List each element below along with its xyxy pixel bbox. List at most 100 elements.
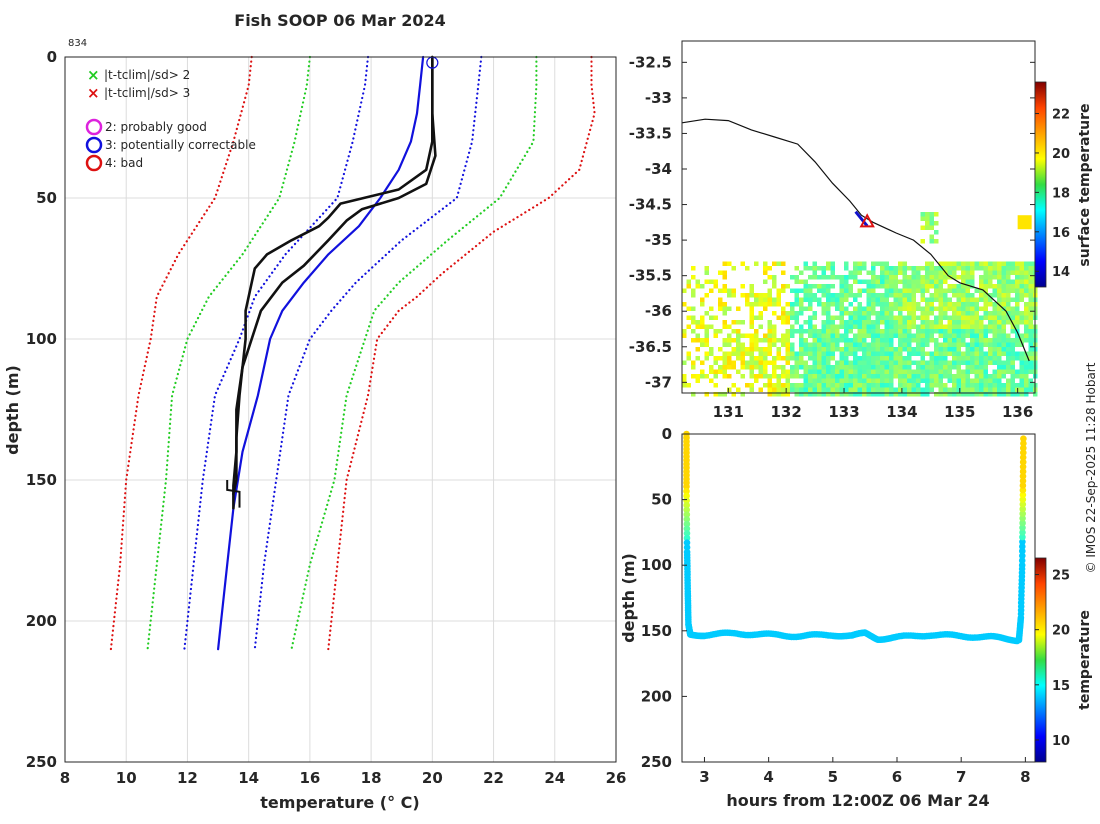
map-sst-pixel xyxy=(970,324,975,329)
timedepth-point-ascent xyxy=(1019,547,1026,555)
map-sst-pixel xyxy=(956,297,961,302)
map-sst-pixel xyxy=(875,320,880,325)
map-sst-pixel xyxy=(880,293,885,298)
map-sst-pixel xyxy=(1019,338,1024,343)
map-sst-pixel xyxy=(992,338,997,343)
map-sst-pixel xyxy=(979,288,984,293)
map-sst-pixel xyxy=(898,333,903,338)
map-sst-pixel xyxy=(817,342,822,347)
map-sst-pixel xyxy=(749,360,754,365)
map-sst-pixel xyxy=(961,374,966,379)
map-xtick-label: 132 xyxy=(771,403,802,421)
map-sst-pixel xyxy=(947,369,952,374)
map-sst-pixel xyxy=(970,297,975,302)
map-sst-pixel xyxy=(956,261,961,266)
map-sst-pixel xyxy=(983,329,988,334)
map-sst-pixel xyxy=(898,378,903,383)
timedepth-ytick-label: 50 xyxy=(651,491,672,509)
map-sst-pixel xyxy=(875,347,880,352)
map-sst-pixel xyxy=(772,324,777,329)
map-sst-pixel xyxy=(1024,333,1029,338)
map-sst-pixel xyxy=(925,288,930,293)
map-sst-pixel xyxy=(821,378,826,383)
map-sst-pixel xyxy=(952,270,957,275)
map-sst-pixel xyxy=(952,329,957,334)
map-sst-pixel xyxy=(965,261,970,266)
map-sst-pixel xyxy=(880,333,885,338)
map-sst-pixel xyxy=(965,347,970,352)
map-sst-pixel xyxy=(938,275,943,280)
map-sst-pixel xyxy=(988,392,993,397)
map-sst-pixel xyxy=(772,342,777,347)
timedepth-plot-area xyxy=(682,434,1035,762)
map-sst-pixel xyxy=(839,297,844,302)
profile-id: 834 xyxy=(68,38,87,49)
map-sst-pixel xyxy=(700,342,705,347)
map-sst-pixel xyxy=(889,365,894,370)
map-sst-pixel xyxy=(835,392,840,397)
map-sst-pixel xyxy=(997,284,1002,289)
map-sst-pixel xyxy=(826,306,831,311)
map-sst-pixel xyxy=(749,284,754,289)
map-sst-pixel xyxy=(970,387,975,392)
timedepth-point-descent xyxy=(683,520,691,528)
map-sst-pixel xyxy=(862,324,867,329)
map-sst-pixel xyxy=(700,284,705,289)
map-sst-pixel xyxy=(812,270,817,275)
map-sst-pixel xyxy=(767,297,772,302)
map-sst-pixel xyxy=(902,275,907,280)
map-sst-pixel xyxy=(871,333,876,338)
map-sst-pixel xyxy=(790,333,795,338)
map-sst-pixel xyxy=(830,374,835,379)
map-sst-pixel xyxy=(826,365,831,370)
map-sst-pixel xyxy=(763,356,768,361)
map-sst-pixel xyxy=(992,315,997,320)
map-sst-pixel xyxy=(1019,333,1024,338)
map-sst-pixel xyxy=(889,338,894,343)
map-sst-pixel xyxy=(844,378,849,383)
map-sst-pixel xyxy=(808,297,813,302)
map-sst-pixel xyxy=(1001,297,1006,302)
legend-qc3-label: 3: potentially correctable xyxy=(105,138,256,152)
map-sst-pixel xyxy=(821,275,826,280)
map-sst-pixel xyxy=(992,293,997,298)
map-sst-pixel xyxy=(907,338,912,343)
map-sst-pixel xyxy=(961,378,966,383)
map-sst-pixel xyxy=(704,374,709,379)
map-sst-pixel xyxy=(776,293,781,298)
map-sst-pixel xyxy=(871,297,876,302)
map-sst-pixel xyxy=(839,293,844,298)
map-sst-pixel xyxy=(785,392,790,397)
map-sst-pixel xyxy=(812,365,817,370)
map-sst-pixel xyxy=(1024,302,1029,307)
map-sst-pixel xyxy=(826,261,831,266)
map-sst-pixel xyxy=(875,329,880,334)
map-sst-pixel xyxy=(889,315,894,320)
map-sst-pixel xyxy=(812,293,817,298)
map-sst-pixel xyxy=(907,333,912,338)
map-sst-pixel xyxy=(767,342,772,347)
map-sst-pixel xyxy=(943,329,948,334)
map-sst-pixel xyxy=(947,333,952,338)
map-sst-pixel xyxy=(988,293,993,298)
timedepth-point-ascent xyxy=(1018,561,1026,569)
map-sst-pixel xyxy=(754,302,759,307)
map-sst-pixel xyxy=(925,212,930,217)
map-sst-pixel xyxy=(830,356,835,361)
map-sst-pixel xyxy=(925,270,930,275)
map-sst-pixel xyxy=(947,261,952,266)
map-sst-pixel xyxy=(821,302,826,307)
map-sst-pixel xyxy=(889,383,894,388)
map-sst-pixel xyxy=(889,275,894,280)
map-sst-pixel xyxy=(1001,374,1006,379)
map-sst-pixel xyxy=(790,351,795,356)
map-sst-pixel xyxy=(866,374,871,379)
map-sst-pixel xyxy=(803,383,808,388)
map-sst-pixel xyxy=(911,275,916,280)
map-ytick-label: -32.5 xyxy=(629,53,672,71)
map-sst-pixel xyxy=(884,351,889,356)
map-sst-pixel xyxy=(853,275,858,280)
map-sst-pixel xyxy=(866,279,871,284)
map-sst-pixel xyxy=(736,320,741,325)
map-sst-pixel xyxy=(1024,275,1029,280)
